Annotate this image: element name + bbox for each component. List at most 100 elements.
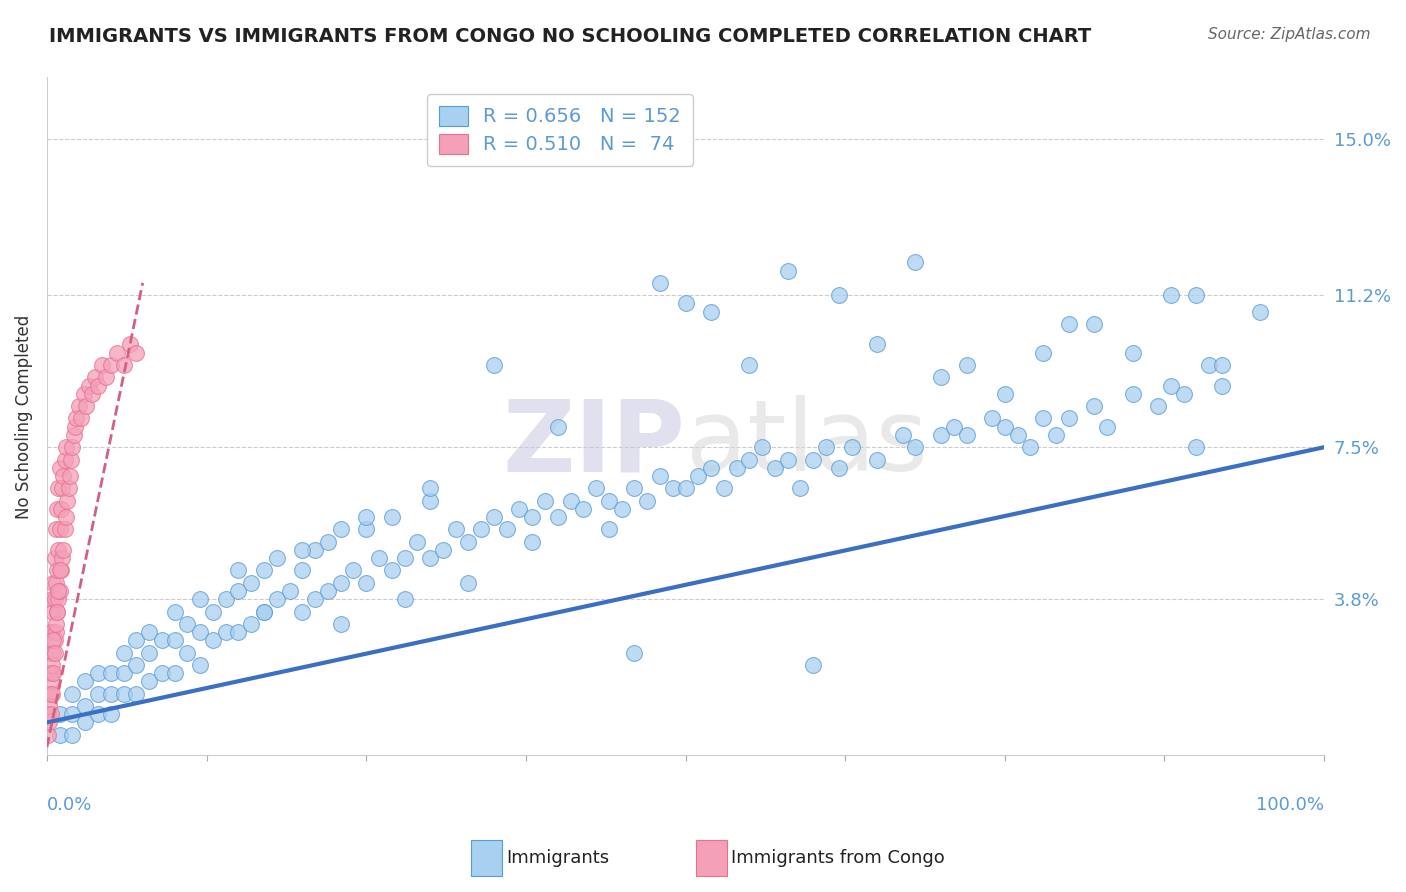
Point: [955, 358, 977, 372]
Point: [789, 481, 811, 495]
Point: [406, 534, 429, 549]
Point: [1057, 411, 1080, 425]
Point: [1045, 428, 1067, 442]
Point: [48, 564, 70, 578]
Point: [623, 481, 645, 495]
Point: [76, 399, 98, 413]
Point: [53, 522, 76, 536]
Point: [48, 584, 70, 599]
Point: [482, 358, 505, 372]
Point: [776, 263, 799, 277]
Point: [41, 592, 63, 607]
Point: [801, 657, 824, 672]
Point: [105, 345, 128, 359]
Point: [1019, 440, 1042, 454]
Point: [801, 452, 824, 467]
Point: [49, 564, 72, 578]
Point: [368, 551, 391, 566]
Text: IMMIGRANTS VS IMMIGRANTS FROM CONGO NO SCHOOLING COMPLETED CORRELATION CHART: IMMIGRANTS VS IMMIGRANTS FROM CONGO NO S…: [49, 27, 1091, 45]
Point: [763, 460, 786, 475]
Point: [942, 419, 965, 434]
Point: [55, 440, 77, 454]
Point: [163, 605, 186, 619]
Point: [1160, 288, 1182, 302]
Point: [67, 399, 90, 413]
Point: [648, 469, 671, 483]
Point: [700, 304, 723, 318]
Point: [891, 428, 914, 442]
Point: [457, 534, 479, 549]
Point: [904, 255, 927, 269]
Point: [87, 707, 110, 722]
Point: [1160, 378, 1182, 392]
Point: [87, 687, 110, 701]
Point: [42, 666, 65, 681]
Point: [495, 522, 517, 536]
Point: [1185, 440, 1208, 454]
Point: [45, 616, 67, 631]
Point: [636, 493, 658, 508]
Point: [70, 411, 93, 425]
Point: [48, 460, 70, 475]
Point: [125, 687, 148, 701]
Point: [48, 584, 70, 599]
Point: [253, 605, 276, 619]
Point: [94, 370, 117, 384]
Point: [610, 501, 633, 516]
Point: [304, 592, 326, 607]
Point: [49, 501, 72, 516]
Point: [381, 510, 404, 524]
Point: [48, 543, 70, 558]
Point: [87, 666, 110, 681]
Point: [58, 481, 80, 495]
Point: [100, 666, 122, 681]
Point: [585, 481, 607, 495]
Point: [52, 469, 75, 483]
Point: [100, 358, 122, 372]
Point: [138, 646, 160, 660]
Point: [118, 337, 141, 351]
Point: [46, 564, 69, 578]
Point: [1198, 358, 1220, 372]
Point: [675, 296, 697, 310]
Point: [354, 510, 377, 524]
Legend: R = 0.656   N = 152, R = 0.510   N =  74: R = 0.656 N = 152, R = 0.510 N = 74: [427, 94, 693, 166]
Point: [342, 564, 364, 578]
Point: [304, 543, 326, 558]
Point: [112, 646, 135, 660]
Point: [44, 551, 66, 566]
Point: [1185, 288, 1208, 302]
Point: [201, 605, 224, 619]
Point: [100, 687, 122, 701]
Point: [38, 699, 60, 714]
Point: [560, 493, 582, 508]
Point: [84, 370, 107, 384]
Point: [48, 522, 70, 536]
Point: [598, 522, 620, 536]
Point: [176, 646, 198, 660]
Point: [955, 428, 977, 442]
Point: [44, 646, 66, 660]
Text: 100.0%: 100.0%: [1256, 796, 1324, 814]
Point: [60, 452, 83, 467]
Point: [112, 358, 135, 372]
Point: [291, 605, 314, 619]
Point: [46, 501, 69, 516]
Point: [45, 625, 67, 640]
Point: [841, 440, 863, 454]
Point: [828, 460, 851, 475]
Point: [1122, 386, 1144, 401]
Point: [38, 666, 60, 681]
Point: [994, 386, 1017, 401]
Point: [48, 481, 70, 495]
Point: [1211, 358, 1233, 372]
Point: [38, 715, 60, 730]
Point: [51, 551, 73, 566]
Point: [470, 522, 492, 536]
Point: [725, 460, 748, 475]
Point: [41, 687, 63, 701]
Point: [45, 522, 67, 536]
Point: [75, 715, 97, 730]
Point: [253, 564, 276, 578]
Point: [738, 452, 761, 467]
